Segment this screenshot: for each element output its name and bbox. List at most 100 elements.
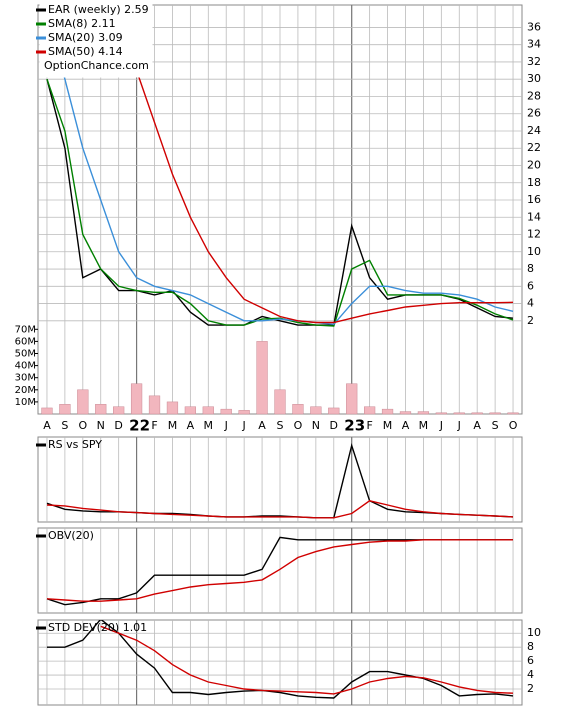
x-tick-label: M (383, 419, 393, 432)
y-tick-label: 10 (527, 245, 541, 258)
legend-label: SMA(20) 3.09 (48, 31, 123, 44)
y-tick-label: 6 (527, 654, 534, 667)
x-tick-label: N (97, 419, 105, 432)
x-tick-label: 22 (129, 417, 150, 435)
y-tick-label: 6 (527, 279, 534, 292)
plot-area (46, 10, 514, 327)
x-tick-label: S (61, 419, 68, 432)
x-tick-label: A (43, 419, 51, 432)
volume-bar (489, 412, 501, 415)
x-tick-label: D (330, 419, 338, 432)
volume-bar (95, 404, 107, 415)
y-tick-label: 32 (527, 55, 541, 68)
y-tick-label: 22 (527, 141, 541, 154)
legend-label: SMA(8) 2.11 (48, 17, 116, 30)
y2-tick-label: 20M (15, 385, 36, 396)
x-tick-label: J (439, 419, 443, 432)
series-line (47, 620, 514, 699)
x-tick-label: S (277, 419, 284, 432)
volume-bar (346, 383, 358, 415)
volume-bar (113, 406, 125, 415)
volume-bar (238, 410, 250, 415)
series-line (46, 539, 513, 602)
volume-bar (130, 383, 143, 415)
y-tick-label: 18 (527, 176, 541, 189)
volume-bar (59, 404, 71, 415)
volume-bar (381, 408, 394, 415)
x-tick-label: A (473, 419, 481, 432)
volume-bar (453, 412, 465, 415)
y-tick-label: 20 (527, 158, 541, 171)
source-label: OptionChance.com (44, 59, 149, 72)
y-tick-label: 10 (527, 626, 541, 639)
volume-bar (507, 412, 519, 415)
volume-bar (184, 406, 196, 415)
y-tick-label: 24 (527, 124, 541, 137)
x-tick-label: D (114, 419, 122, 432)
series-line (46, 10, 514, 326)
volume-bar (274, 389, 286, 415)
y2-tick-label: 60M (15, 336, 36, 347)
x-tick-label: J (242, 419, 246, 432)
y2-tick-label: 70M (15, 324, 36, 335)
volume-bar (310, 406, 322, 415)
series-line (46, 78, 514, 327)
x-tick-label: M (419, 419, 429, 432)
x-tick-label: O (78, 419, 87, 432)
volume-bar (292, 404, 304, 415)
series-line (135, 70, 514, 324)
panel-label: OBV(20) (48, 529, 94, 542)
y-tick-label: 4 (527, 668, 534, 681)
x-tick-label: M (168, 419, 178, 432)
x-tick-label: N (312, 419, 320, 432)
y-tick-label: 8 (527, 262, 534, 275)
y2-tick-label: 10M (15, 397, 36, 408)
x-tick-label: F (151, 419, 157, 432)
x-tick-label: A (402, 419, 410, 432)
series-line (46, 500, 514, 519)
x-tick-label: F (366, 419, 372, 432)
volume-bar (77, 389, 89, 415)
y-tick-label: 8 (527, 640, 534, 653)
x-tick-label: M (204, 419, 214, 432)
plot-area (46, 536, 513, 606)
y-tick-label: 28 (527, 89, 541, 102)
legend-box (39, 2, 153, 78)
volume-bar (220, 408, 232, 415)
x-tick-label: J (224, 419, 228, 432)
volume-bar (166, 401, 179, 415)
plot-area (47, 620, 514, 699)
x-tick-label: O (294, 419, 303, 432)
plot-area (46, 442, 514, 519)
volume-bar (435, 412, 447, 415)
legend-label: SMA(50) 4.14 (48, 45, 123, 58)
volume-bar (256, 341, 268, 415)
volume-bar (471, 412, 483, 415)
x-tick-label: 23 (344, 417, 365, 435)
x-tick-label: J (457, 419, 461, 432)
x-tick-label: O (509, 419, 518, 432)
y2-tick-label: 40M (15, 361, 36, 372)
volume-bar (41, 407, 53, 415)
volume-bar (399, 411, 412, 415)
x-tick-label: A (258, 419, 266, 432)
y-tick-label: 26 (527, 107, 541, 120)
y2-tick-label: 50M (15, 348, 36, 359)
panel-label: RS vs SPY (48, 438, 102, 451)
y-tick-label: 34 (527, 38, 541, 51)
y-tick-label: 2 (527, 314, 534, 327)
y-tick-label: 36 (527, 20, 541, 33)
y2-tick-label: 30M (15, 373, 36, 384)
x-tick-label: A (187, 419, 195, 432)
volume-bar (417, 411, 430, 415)
volume-bar (328, 407, 340, 415)
panel-label: STD DEV(20) 1.01 (48, 621, 147, 634)
y-tick-label: 14 (527, 210, 541, 223)
y-tick-label: 12 (527, 228, 541, 241)
series-line (100, 625, 514, 695)
legend-label: EAR (weekly) 2.59 (48, 3, 149, 16)
volume-bar (202, 406, 214, 415)
volume-bar (148, 395, 161, 415)
